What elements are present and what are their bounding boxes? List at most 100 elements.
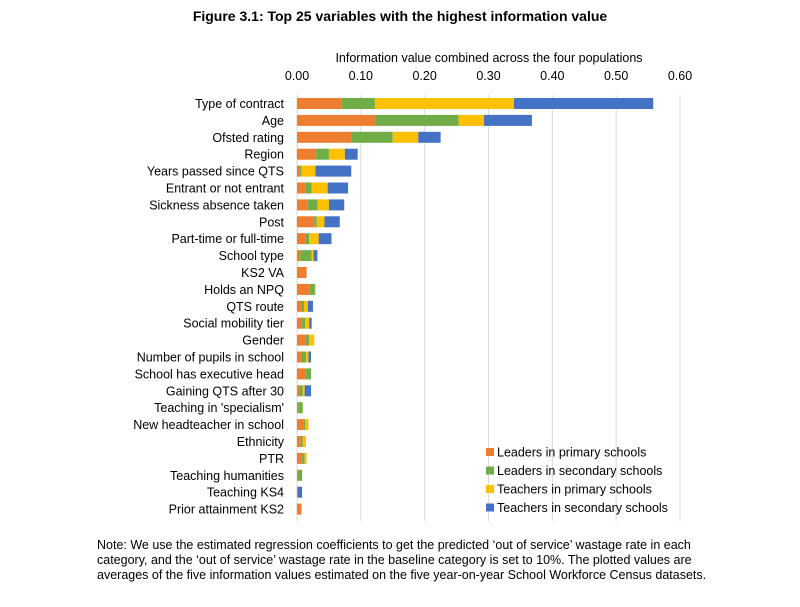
category-label: Gender — [242, 334, 284, 348]
category-label: KS2 VA — [241, 266, 285, 280]
bar-segment — [458, 114, 485, 126]
bar-segment — [297, 267, 307, 278]
bar-segment — [318, 233, 332, 245]
bar-segment — [297, 452, 303, 464]
x-tick-label: 0.20 — [412, 69, 436, 83]
category-label: Age — [262, 114, 284, 128]
category-labels: Type of contract Age Ofsted rating Region Ye… — [133, 97, 285, 517]
bar-segment — [309, 334, 315, 346]
bar-segment — [351, 131, 393, 143]
bar-segment — [297, 233, 306, 245]
bar-segment — [297, 385, 300, 397]
x-axis-label: Information value combined across the fo… — [335, 51, 642, 65]
bar-segment — [301, 351, 306, 363]
bar-segment — [316, 148, 329, 160]
bar-segment — [297, 436, 301, 447]
category-label: Teaching KS4 — [207, 486, 284, 500]
x-tick-label: 0.40 — [540, 69, 564, 83]
bar-segment — [300, 436, 303, 447]
legend-swatch — [486, 503, 494, 512]
legend-label: Leaders in primary schools — [497, 446, 646, 460]
bar-segment — [297, 98, 342, 109]
bar-segment — [392, 131, 419, 143]
bar-segment — [297, 469, 303, 481]
bar-segment — [305, 334, 310, 346]
category-label: Sickness absence taken — [149, 198, 284, 212]
bar-segment — [300, 165, 302, 177]
bar-segment — [308, 351, 312, 363]
legend: Leaders in primary schools Leaders in sec… — [486, 446, 668, 515]
bar-segment — [297, 486, 298, 498]
bar-segment — [297, 469, 298, 481]
category-label: Post — [259, 215, 285, 229]
category-label: QTS route — [226, 300, 284, 314]
bar-segment — [300, 250, 312, 262]
bar-segment — [302, 436, 306, 447]
bar-segment — [297, 317, 303, 329]
x-tick-labels: 0.00 0.10 0.20 0.30 0.40 0.50 0.60 — [285, 69, 692, 83]
bar-segment — [297, 283, 310, 295]
bar-segment — [305, 182, 312, 194]
bar-segment — [375, 114, 459, 126]
bar-segment — [299, 385, 303, 397]
bar-segment — [297, 503, 302, 515]
legend-label: Teachers in secondary schools — [497, 501, 668, 515]
x-tick-label: 0.10 — [349, 69, 373, 83]
bar-segment — [301, 300, 305, 312]
bar-segment — [297, 199, 308, 211]
bar-segment — [302, 317, 306, 329]
bar-segment — [301, 165, 316, 177]
bar-segment — [307, 300, 313, 312]
bar-segment — [418, 131, 441, 143]
bar-segment — [302, 452, 305, 464]
bar-segment — [316, 216, 325, 228]
bar-segment — [314, 216, 317, 228]
category-label: Type of contract — [195, 97, 284, 111]
bar-segment — [324, 216, 340, 228]
bar-segment — [305, 419, 309, 431]
bar-segment — [305, 317, 310, 329]
bar-segment — [374, 98, 515, 109]
bar-segment — [303, 419, 306, 431]
category-label: Social mobility tier — [183, 317, 284, 331]
bar-segment — [314, 283, 316, 295]
bar-segment — [309, 233, 319, 245]
x-tick-label: 0.00 — [285, 69, 309, 83]
figure-note: Note: We use the estimated regression co… — [97, 538, 707, 582]
bar-segment — [297, 250, 301, 262]
category-label: Prior attainment KS2 — [169, 503, 284, 517]
bar-segment — [297, 300, 302, 312]
bar-segment — [297, 419, 304, 431]
bar-segment — [304, 385, 312, 397]
category-label: Years passed since QTS — [147, 165, 284, 179]
category-label: School type — [219, 249, 284, 263]
bar-segment — [328, 148, 345, 160]
bar-segment — [317, 199, 329, 211]
category-label: Teaching humanities — [170, 469, 284, 483]
category-label: Gaining QTS after 30 — [166, 384, 284, 398]
category-label: School has executive head — [135, 367, 284, 381]
bar-segment — [297, 216, 315, 228]
bar-segment — [297, 114, 376, 126]
bar-segment — [298, 402, 303, 414]
legend-label: Teachers in primary schools — [497, 483, 652, 497]
bar-segment — [327, 182, 349, 194]
category-label: Entrant or not entrant — [166, 182, 285, 196]
legend-label: Leaders in secondary schools — [497, 464, 662, 478]
bar-segment — [297, 182, 306, 194]
x-tick-label: 0.50 — [604, 69, 628, 83]
legend-swatch — [486, 448, 494, 456]
bar-segment — [307, 199, 318, 211]
stacked-bar-chart: Information value combined across the fo… — [133, 51, 692, 521]
bar-segment — [344, 148, 358, 160]
bar-segment — [484, 114, 532, 126]
bar-segment — [297, 148, 317, 160]
bar-segment — [297, 351, 302, 363]
x-tick-label: 0.60 — [668, 69, 692, 83]
x-tick-label: 0.30 — [476, 69, 500, 83]
category-label: New headteacher in school — [133, 418, 284, 432]
bar-segment — [309, 283, 315, 295]
category-label: Number of pupils in school — [137, 351, 284, 365]
category-label: Part-time or full-time — [171, 232, 284, 246]
legend-swatch — [486, 485, 494, 493]
